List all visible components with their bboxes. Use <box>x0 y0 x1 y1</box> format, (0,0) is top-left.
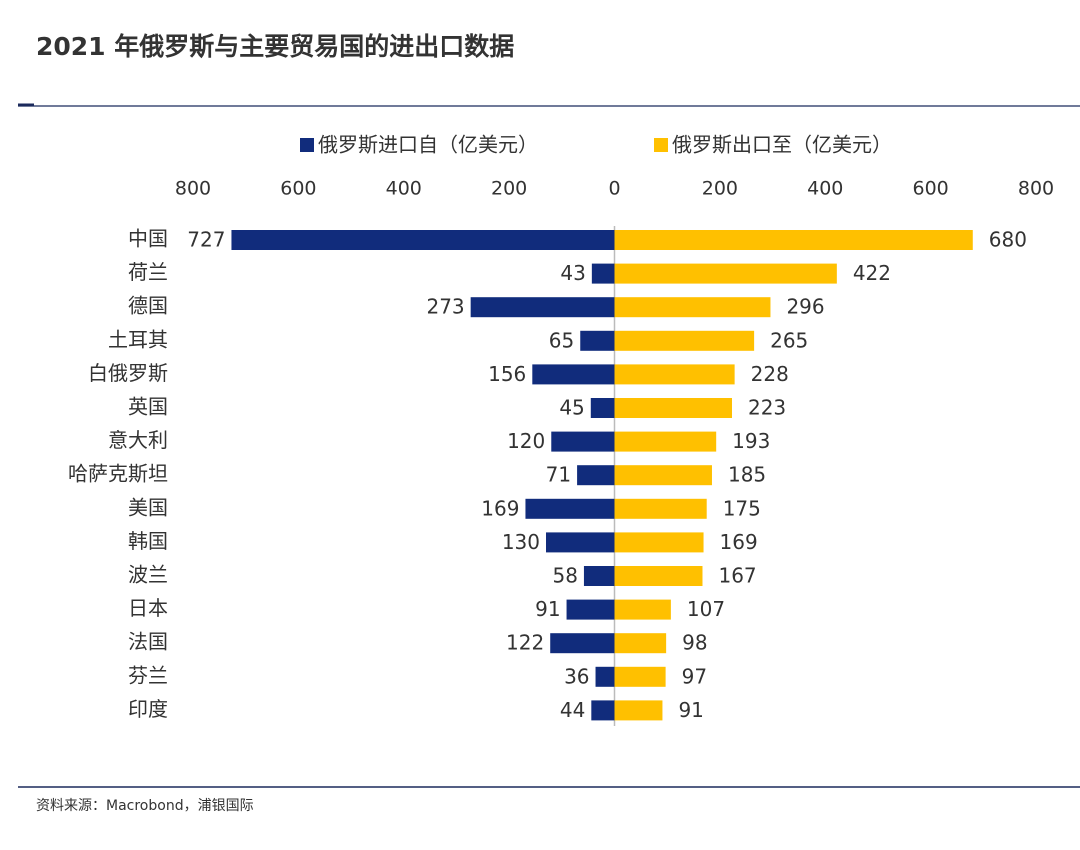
value-label: 727 <box>187 228 225 252</box>
value-label: 71 <box>546 463 571 487</box>
value-label: 156 <box>488 362 526 386</box>
value-label: 130 <box>502 530 540 554</box>
category-label: 芬兰 <box>128 663 168 687</box>
value-label: 97 <box>682 664 707 688</box>
x-tick-label: 800 <box>1018 178 1054 200</box>
value-label: 273 <box>426 295 464 319</box>
value-label: 169 <box>481 496 519 520</box>
bar <box>583 566 615 586</box>
bar <box>231 230 615 250</box>
bar <box>580 330 615 351</box>
value-label: 175 <box>723 496 761 520</box>
bar <box>614 230 973 250</box>
x-tick-label: 200 <box>491 178 527 200</box>
value-label: 422 <box>853 261 891 285</box>
category-label: 韩国 <box>128 529 168 553</box>
bar <box>577 465 615 486</box>
bar <box>591 700 615 721</box>
bar <box>614 431 717 452</box>
value-label: 185 <box>728 463 766 487</box>
value-label: 98 <box>682 631 707 655</box>
x-tick-label: 600 <box>280 178 316 200</box>
value-label: 296 <box>786 295 824 319</box>
value-label: 223 <box>748 396 786 420</box>
value-label: 43 <box>560 261 585 285</box>
category-label: 波兰 <box>128 563 168 587</box>
bar <box>614 633 667 654</box>
source-note: 资料来源：Macrobond，浦银国际 <box>36 798 254 814</box>
x-tick-label: 0 <box>608 178 620 200</box>
category-label: 印度 <box>128 697 168 721</box>
chart-title: 2021 年俄罗斯与主要贸易国的进出口数据 <box>36 32 514 61</box>
bar <box>614 498 707 519</box>
bar <box>614 666 666 687</box>
value-label: 193 <box>732 429 770 453</box>
x-tick-label: 800 <box>175 178 211 200</box>
bar <box>470 297 615 318</box>
value-label: 265 <box>770 328 808 352</box>
category-label: 哈萨克斯坦 <box>68 462 168 486</box>
bar <box>614 398 732 418</box>
value-label: 122 <box>506 631 544 655</box>
bar <box>614 532 704 553</box>
bar <box>595 666 615 687</box>
value-label: 65 <box>549 328 574 352</box>
legend-label: 俄罗斯进口自（亿美元） <box>318 133 538 157</box>
category-label: 中国 <box>128 227 168 251</box>
category-label: 土耳其 <box>108 327 168 351</box>
category-label: 日本 <box>128 596 168 620</box>
bar <box>551 431 615 452</box>
value-label: 36 <box>564 664 589 688</box>
bar <box>614 364 735 385</box>
category-label: 法国 <box>128 630 168 654</box>
value-label: 58 <box>552 564 577 588</box>
x-tick-label: 600 <box>912 178 948 200</box>
category-label: 荷兰 <box>128 260 168 284</box>
x-tick-label: 400 <box>807 178 843 200</box>
bar <box>591 263 615 284</box>
bar <box>532 364 615 385</box>
category-label: 白俄罗斯 <box>88 361 168 385</box>
bar <box>550 633 615 654</box>
bar <box>614 297 771 318</box>
bar <box>525 498 615 519</box>
category-label: 意大利 <box>108 428 168 452</box>
category-label: 英国 <box>128 395 168 419</box>
value-label: 167 <box>718 564 756 588</box>
value-label: 228 <box>751 362 789 386</box>
bar <box>614 465 712 486</box>
x-tick-label: 400 <box>386 178 422 200</box>
value-label: 680 <box>989 228 1027 252</box>
legend-swatch <box>654 138 668 152</box>
bar <box>614 566 703 586</box>
bar <box>614 599 671 620</box>
x-tick-label: 200 <box>702 178 738 200</box>
value-label: 44 <box>560 698 585 722</box>
category-label: 德国 <box>128 294 168 318</box>
bar <box>614 263 837 284</box>
legend-label: 俄罗斯出口至（亿美元） <box>672 133 892 157</box>
value-label: 45 <box>559 396 584 420</box>
value-label: 120 <box>507 429 545 453</box>
value-label: 91 <box>678 698 703 722</box>
bar <box>566 599 615 620</box>
bar <box>614 700 663 721</box>
bar <box>590 398 615 418</box>
value-label: 169 <box>720 530 758 554</box>
bar <box>546 532 615 553</box>
value-label: 107 <box>687 597 725 621</box>
value-label: 91 <box>535 597 560 621</box>
category-label: 美国 <box>128 495 168 519</box>
bar <box>614 330 755 351</box>
legend-swatch <box>300 138 314 152</box>
